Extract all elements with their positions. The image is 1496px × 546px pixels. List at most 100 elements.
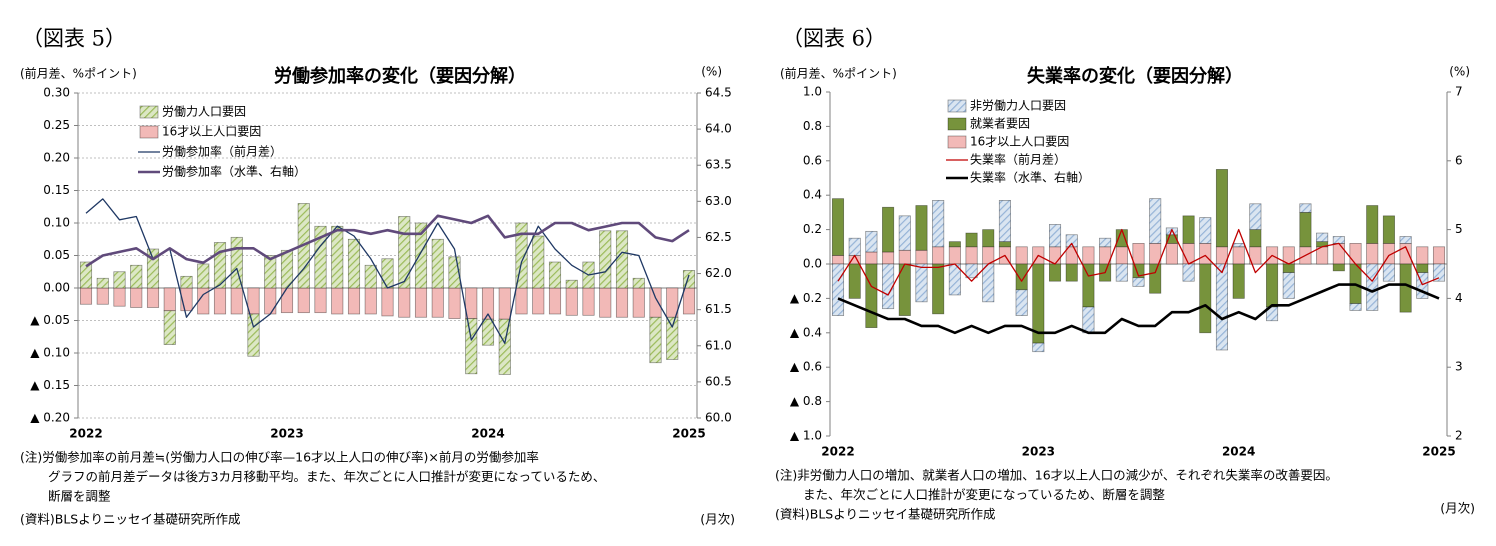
- y-tick-label: 0.30: [43, 86, 70, 100]
- y-tick-label: ▲ 1.0: [790, 429, 822, 443]
- legend-label: 非労働力人口要因: [970, 99, 1066, 113]
- y2-tick-label: 64.5: [705, 86, 732, 100]
- bar: [1282, 272, 1295, 299]
- bar: [247, 313, 260, 357]
- bar: [1065, 246, 1078, 265]
- bar: [1099, 237, 1112, 248]
- bar: [297, 287, 310, 314]
- note: (注)非労働力人口の増加、就業者人口の増加、16才以上人口の減少が、それぞれ失業…: [775, 468, 1338, 483]
- bar: [448, 256, 461, 289]
- bar: [1015, 289, 1028, 316]
- y2-tick-label: 3: [1455, 360, 1463, 374]
- bar: [865, 263, 878, 328]
- bar: [414, 287, 428, 318]
- legend-swatch: [947, 117, 967, 131]
- bar: [79, 261, 93, 289]
- y2-tick-label: 6: [1455, 153, 1463, 167]
- bar: [1349, 243, 1362, 265]
- bar: [113, 271, 126, 289]
- bar: [96, 287, 109, 305]
- bar: [998, 241, 1011, 248]
- bar: [1215, 169, 1228, 248]
- bar: [1049, 224, 1062, 248]
- bar: [682, 287, 696, 315]
- chart-title: 労働参加率の変化（要因分解）: [274, 65, 526, 87]
- bar: [915, 249, 928, 265]
- y-axis-label: (前月差、%ポイント): [780, 66, 897, 81]
- bar: [163, 287, 176, 312]
- bar: [381, 258, 394, 289]
- y2-tick-label: 62.5: [705, 230, 732, 244]
- bar: [548, 261, 562, 289]
- bar: [1399, 263, 1412, 313]
- note: 断層を調整: [48, 489, 111, 504]
- y2-tick-label: 5: [1455, 222, 1463, 236]
- bar: [1332, 243, 1345, 265]
- legend-swatch: [139, 125, 159, 139]
- bar: [280, 249, 294, 289]
- bar: [398, 287, 411, 318]
- bar: [1082, 263, 1095, 308]
- bar: [197, 263, 210, 289]
- y-tick-label: 0.10: [43, 216, 70, 230]
- bar: [632, 277, 645, 289]
- bar: [79, 287, 93, 305]
- bar: [831, 263, 845, 316]
- legend-label: 労働参加率（前月差）: [162, 144, 282, 159]
- x-tick-label: 2024: [1222, 445, 1255, 459]
- bar: [1149, 263, 1162, 294]
- bar: [649, 316, 662, 364]
- bar: [1232, 263, 1245, 299]
- bar: [230, 287, 243, 315]
- bar: [898, 215, 911, 251]
- y-tick-label: ▲ 0.15: [30, 378, 70, 392]
- bar: [247, 287, 260, 315]
- bar: [1082, 306, 1095, 334]
- bar: [948, 246, 961, 265]
- y-tick-label: ▲ 0.8: [790, 394, 822, 408]
- bar: [1416, 263, 1429, 273]
- bar: [364, 287, 377, 315]
- bar: [381, 287, 394, 317]
- bar: [1115, 246, 1128, 265]
- line: [85, 198, 690, 344]
- bar: [1299, 212, 1312, 248]
- bar: [1032, 342, 1045, 353]
- x-tick-label: 2023: [270, 427, 303, 441]
- bar: [96, 277, 109, 289]
- bar: [1015, 263, 1028, 291]
- bar: [314, 287, 327, 314]
- y-tick-label: ▲ 0.4: [790, 325, 822, 339]
- bar: [865, 251, 878, 265]
- y-tick-label: 0.15: [43, 183, 70, 197]
- bar: [364, 264, 377, 289]
- bar: [882, 251, 895, 265]
- y2-tick-label: 60.5: [705, 374, 732, 388]
- x-axis-label: (月次): [700, 512, 735, 527]
- bar: [331, 225, 344, 289]
- bar: [146, 287, 160, 308]
- legend-label: 失業率（水準、右軸）: [970, 170, 1090, 185]
- bar: [1215, 263, 1228, 351]
- bar: [831, 255, 845, 265]
- bar: [599, 287, 612, 318]
- bar: [163, 310, 176, 345]
- y2-tick-label: 61.0: [705, 338, 732, 352]
- bar: [615, 287, 629, 318]
- bar: [948, 241, 961, 248]
- y-tick-label: 0.8: [803, 119, 822, 133]
- y2-tick-label: 4: [1455, 291, 1463, 305]
- x-tick-label: 2022: [69, 427, 102, 441]
- bar: [448, 287, 461, 319]
- bar: [532, 287, 545, 315]
- bar: [915, 205, 928, 251]
- bar: [1115, 263, 1128, 282]
- bar: [314, 225, 327, 289]
- legend-label: 就業者要因: [970, 117, 1030, 131]
- bar: [130, 264, 143, 289]
- bar: [632, 287, 645, 318]
- bar: [848, 237, 861, 256]
- source: (資料)BLSよりニッセイ基礎研究所作成: [20, 512, 240, 527]
- bar: [1366, 243, 1379, 265]
- y2-tick-label: 64.0: [705, 122, 732, 136]
